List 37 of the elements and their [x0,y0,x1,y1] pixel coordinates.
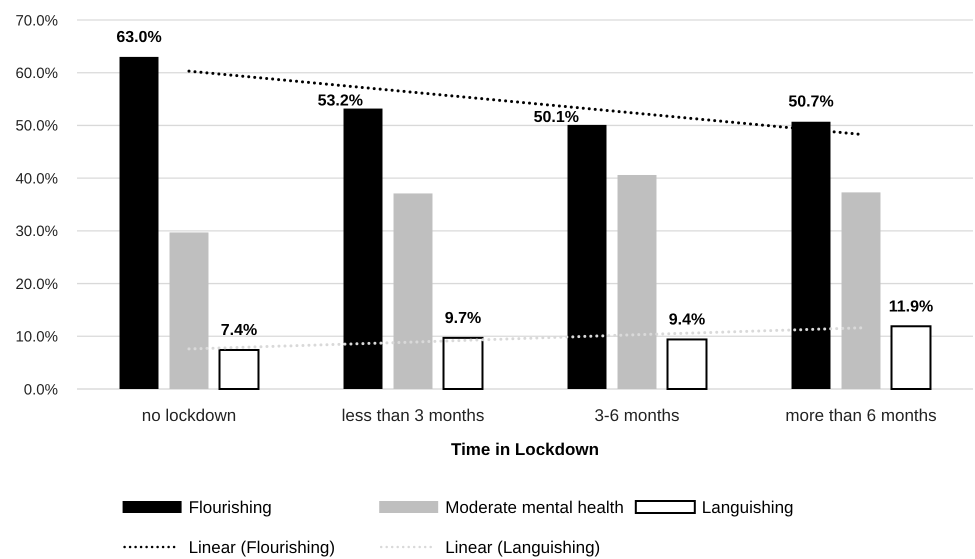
bar [120,56,158,389]
x-tick-label: 3-6 months [594,406,680,425]
data-label: 11.9% [888,298,934,316]
data-label: 9.4% [668,311,706,328]
legend-label: Linear (Flourishing) [188,538,336,557]
legend-label: Flourishing [188,498,272,517]
y-tick-label: 70.0% [15,12,58,30]
bar [344,108,382,389]
bar [568,124,606,389]
bar [666,338,708,390]
y-tick-label: 30.0% [15,223,58,240]
bar [218,348,260,390]
y-tick-label: 20.0% [15,276,58,293]
bar [890,325,932,390]
x-tick-label: less than 3 months [342,406,484,425]
y-tick-label: 50.0% [15,118,58,135]
data-label: 53.2% [318,92,364,110]
legend-label: Linear (Languishing) [445,538,600,557]
data-label: 7.4% [220,322,258,339]
x-axis-title: Time in Lockdown [451,440,599,459]
y-tick-label: 0.0% [24,381,58,398]
x-tick-label: no lockdown [142,406,236,425]
data-label: 63.0% [116,28,162,46]
bar [842,192,880,389]
bar [170,232,208,389]
bar [442,336,484,390]
legend-label: Moderate mental health [445,498,624,517]
data-label: 50.7% [788,94,834,111]
x-tick-label: more than 6 months [785,406,937,425]
y-tick-label: 40.0% [15,170,58,188]
legend-label: Languishing [702,498,794,517]
y-tick-label: 10.0% [15,328,58,346]
data-label: 50.1% [534,108,580,126]
y-tick-label: 60.0% [15,64,58,82]
bar [618,174,656,389]
bar [394,193,432,389]
data-label: 9.7% [444,310,482,327]
